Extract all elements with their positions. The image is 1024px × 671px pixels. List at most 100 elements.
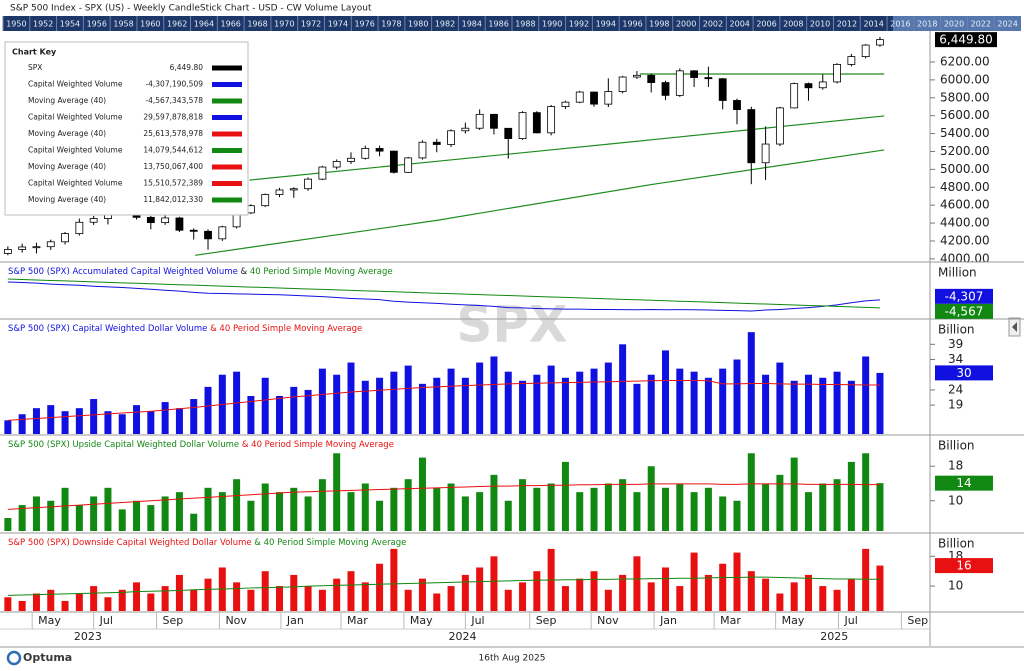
bar bbox=[376, 500, 384, 531]
page-title: S&P 500 Index - SPX (US) - Weekly Candle… bbox=[10, 4, 372, 14]
bar bbox=[175, 408, 183, 434]
bar bbox=[418, 457, 426, 531]
bar bbox=[519, 582, 527, 611]
bar bbox=[276, 586, 284, 611]
panel-title-part: & 40 Period Simple Moving Average bbox=[207, 324, 362, 334]
candle-body bbox=[775, 107, 784, 145]
navigator-year: 1996 bbox=[622, 20, 642, 29]
panel-plot bbox=[7, 278, 880, 312]
candle-body bbox=[275, 189, 284, 195]
bar bbox=[361, 582, 369, 611]
bar bbox=[418, 578, 426, 611]
navigator-year: 1998 bbox=[649, 20, 669, 29]
x-tick-label: May bbox=[410, 614, 433, 627]
candle-body bbox=[204, 230, 212, 240]
bar bbox=[776, 474, 784, 531]
bar bbox=[61, 411, 69, 434]
watermark: SPX bbox=[456, 296, 567, 354]
bar bbox=[161, 496, 169, 531]
candle-body bbox=[675, 70, 684, 96]
bar bbox=[847, 578, 855, 611]
y-tick-label: 6200.00 bbox=[940, 54, 990, 68]
bar bbox=[719, 563, 727, 611]
candle-body bbox=[733, 100, 741, 110]
bar bbox=[519, 479, 527, 531]
y-tick-label: 4400.00 bbox=[940, 216, 990, 230]
last-value-box bbox=[935, 303, 993, 319]
overlay-line bbox=[249, 115, 885, 181]
y-tick-label: 4600.00 bbox=[940, 198, 990, 212]
bar bbox=[190, 399, 198, 434]
navigator-year: 1992 bbox=[569, 20, 589, 29]
bar bbox=[175, 492, 183, 531]
bar bbox=[361, 380, 369, 434]
chart-key-value: 29,597,878,818 bbox=[143, 113, 203, 122]
bar bbox=[819, 483, 827, 531]
bar bbox=[204, 487, 212, 531]
panel-title-part: S&P 500 (SPX) Capital Weighted Dollar Vo… bbox=[8, 324, 207, 334]
bar bbox=[190, 589, 198, 611]
bar bbox=[4, 420, 12, 434]
bar bbox=[590, 571, 598, 611]
candle-body bbox=[618, 76, 627, 92]
bar bbox=[647, 466, 655, 531]
bar bbox=[18, 600, 26, 611]
panel-title-part: S&P 500 (SPX) Upside Capital Weighted Do… bbox=[8, 440, 239, 450]
navigator-window[interactable] bbox=[893, 16, 1021, 31]
y-tick-label: 10 bbox=[948, 579, 963, 593]
bar bbox=[118, 414, 126, 434]
last-value-box bbox=[935, 288, 993, 304]
candle-body bbox=[146, 216, 155, 224]
bar bbox=[118, 589, 126, 611]
bar bbox=[619, 479, 627, 531]
candle-body bbox=[332, 161, 341, 168]
candle-body bbox=[432, 141, 441, 145]
candle-body bbox=[461, 127, 470, 132]
bar bbox=[18, 414, 26, 434]
chart-key-value: 6,449.80 bbox=[170, 63, 204, 72]
candle-body bbox=[218, 226, 227, 240]
candle-body bbox=[704, 77, 713, 80]
chart-key-label: Capital Weighted Volume bbox=[28, 113, 123, 122]
bar bbox=[676, 586, 684, 611]
bar bbox=[576, 578, 584, 611]
bar bbox=[690, 371, 698, 434]
bar bbox=[304, 586, 312, 611]
bar bbox=[576, 371, 584, 434]
navigator-year: 2008 bbox=[783, 20, 803, 29]
y-tick-label: 19 bbox=[948, 398, 963, 412]
navigator-year: 1974 bbox=[328, 20, 348, 29]
bar bbox=[533, 487, 541, 531]
x-tick-label: Nov bbox=[225, 614, 247, 627]
bar bbox=[833, 371, 841, 434]
candle-body bbox=[61, 233, 69, 243]
x-tick-label: May bbox=[782, 614, 805, 627]
bar bbox=[762, 578, 770, 611]
chart-key-swatch bbox=[212, 148, 242, 153]
bar bbox=[447, 483, 455, 531]
bar bbox=[304, 496, 312, 531]
last-value-label: -4,567 bbox=[945, 304, 984, 318]
bar bbox=[147, 593, 155, 611]
bar bbox=[318, 479, 326, 531]
bar bbox=[719, 368, 727, 434]
bar bbox=[690, 552, 698, 611]
bar bbox=[118, 509, 126, 531]
x-tick-label: May bbox=[38, 614, 61, 627]
logo: Optuma bbox=[23, 651, 72, 664]
overlay-line bbox=[195, 149, 885, 256]
bar bbox=[590, 368, 598, 434]
bar bbox=[490, 556, 498, 611]
bar bbox=[433, 377, 441, 434]
bar bbox=[90, 399, 98, 434]
bar bbox=[862, 356, 870, 434]
navigator-year: 2000 bbox=[676, 20, 696, 29]
bar bbox=[147, 411, 155, 434]
candle-body bbox=[3, 249, 12, 254]
navigator-year: 2010 bbox=[810, 20, 830, 29]
candle-body bbox=[647, 74, 656, 83]
bar bbox=[204, 386, 212, 434]
bar bbox=[762, 483, 770, 531]
navigator[interactable]: 1950 1952 1954 1956 1958 1960 1962 1964 1966 1968… bbox=[2, 16, 1021, 31]
candle-body bbox=[847, 56, 856, 65]
